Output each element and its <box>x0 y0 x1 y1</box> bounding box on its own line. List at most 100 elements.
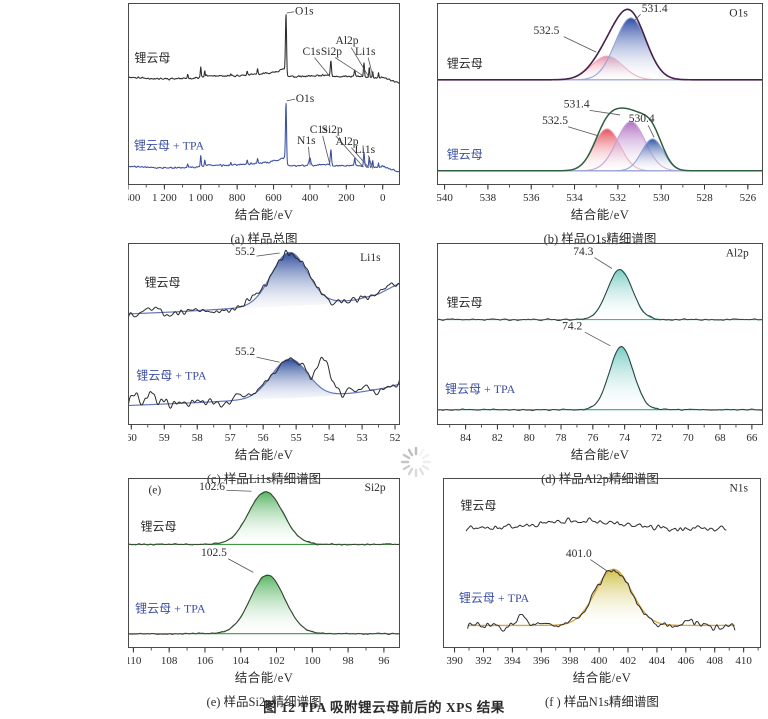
panel-b-o1s: 锂云母 锂云母 O1s 532.5 531.4 531.4 532.5 530.4 540 538… <box>436 3 763 247</box>
panel-d-xlabel: 结合能/eV <box>570 448 630 462</box>
annotation-leader <box>590 559 609 572</box>
annotation-leader <box>226 489 252 492</box>
peak-fill <box>467 569 735 626</box>
series-label: 锂云母 + TPA <box>134 138 205 153</box>
tick-label: 72 <box>651 432 662 444</box>
tick-label: 392 <box>475 655 492 667</box>
annotation-label: 531.4 <box>642 3 668 15</box>
panel-e-xlabel: 结合能/eV <box>234 671 294 685</box>
tick-label: 538 <box>480 192 497 204</box>
plot-border <box>443 478 761 648</box>
panel-c-xlabel: 结合能/eV <box>234 448 294 462</box>
annotation-label: Al2p <box>726 248 749 260</box>
series-label: 锂云母 <box>447 147 483 162</box>
peak-fill <box>128 359 400 406</box>
tick-label: 600 <box>265 192 282 204</box>
series-label: 锂云母 <box>144 275 180 290</box>
tick-label: 74 <box>619 432 631 444</box>
tick-label: 406 <box>678 655 695 667</box>
panel-f-xlabel: 结合能/eV <box>572 671 632 685</box>
annotation-leader <box>335 135 364 168</box>
annotation-label: 55.2 <box>235 346 255 358</box>
annotation-label: 55.2 <box>235 246 255 258</box>
tick-label: 110 <box>128 655 142 667</box>
series-label: 锂云母 <box>447 56 483 71</box>
annotation-label: N1s <box>729 483 748 495</box>
tick-label: 0 <box>380 192 386 204</box>
tick-label: 76 <box>587 432 599 444</box>
tick-label: 56 <box>258 432 270 444</box>
annotation-leader <box>589 109 621 116</box>
annotation-label: O1s <box>295 5 314 17</box>
spectrum-trace <box>436 345 764 412</box>
annotation-leader <box>256 252 280 257</box>
loading-spinner-icon <box>400 446 432 478</box>
tick-label: 80 <box>524 432 536 444</box>
panel-f-caption: (f ) 样品N1s精细谱图 <box>545 695 659 709</box>
spectrum-trace <box>465 517 727 532</box>
annotation-label: Si2p <box>321 46 342 58</box>
tick-label: 100 <box>304 655 321 667</box>
tick-label: 404 <box>649 655 666 667</box>
annotation-label: 74.3 <box>573 246 593 258</box>
panel-f-plot: 锂云母 锂云母 + TPA N1s 401.0 390 392 394 396 398 400 40… <box>443 478 761 670</box>
tick-label: 534 <box>566 192 583 204</box>
annotation-leader <box>567 126 599 137</box>
tick-label: 1 400 <box>128 192 141 204</box>
tick-label: 540 <box>437 192 453 204</box>
envelope-curve <box>127 358 401 407</box>
panel-c-li1s: 锂云母 锂云母 + TPA Li1s 55.2 55.2 60 59 58 57 56 55 54 53… <box>126 243 401 487</box>
tick-label: 106 <box>197 655 214 667</box>
annotation-label: 401.0 <box>566 548 592 560</box>
tick-label: 1 000 <box>188 192 213 204</box>
tick-label: 54 <box>324 432 336 444</box>
plot-border <box>437 3 763 185</box>
series-label: 锂云母 <box>447 295 483 310</box>
annotation-label: 532.5 <box>533 25 559 37</box>
tick-label: 200 <box>338 192 355 204</box>
tick-label: 396 <box>533 655 550 667</box>
panel-f-n1s: 锂云母 锂云母 + TPA N1s 401.0 390 392 394 396 398 400 40… <box>443 478 761 710</box>
panel-d-plot: 锂云母 锂云母 + TPA Al2p 74.3 74.2 84 82 80 78 76 74 72 70… <box>436 243 764 447</box>
tick-label: 530 <box>653 192 670 204</box>
tick-label: 800 <box>229 192 246 204</box>
tick-label: 57 <box>225 432 237 444</box>
tick-label: 408 <box>706 655 723 667</box>
annotation-label: Li1s <box>355 144 376 156</box>
envelope-curve <box>437 107 763 172</box>
tick-label: 102 <box>268 655 285 667</box>
annotation-leader <box>308 146 311 166</box>
tick-label: 60 <box>128 432 137 444</box>
panel-e-caption: (e) 样品Si2p精细谱图 <box>206 695 322 709</box>
annotation-label: C1s <box>302 46 320 58</box>
series-label: 锂云母 + TPA <box>459 590 530 605</box>
panel-a-caption: (a) 样品总图 <box>230 232 298 246</box>
spectrum-trace <box>127 491 401 546</box>
annotation-label: O1s <box>296 93 315 105</box>
spectrum-trace <box>127 249 401 320</box>
annotation-leader <box>563 36 597 53</box>
tick-label: 55 <box>291 432 303 444</box>
panel-d-al2p: 锂云母 锂云母 + TPA Al2p 74.3 74.2 84 82 80 78 76 74 72 70… <box>436 243 764 487</box>
annotation-label: O1s <box>729 8 748 20</box>
tick-label: 398 <box>562 655 579 667</box>
envelope-curve <box>127 251 401 315</box>
spectrum-trace <box>127 356 401 409</box>
annotation-label: 531.4 <box>564 99 590 111</box>
tick-label: 410 <box>735 655 752 667</box>
tick-label: 400 <box>591 655 608 667</box>
annotation-label: Si2p <box>322 124 343 136</box>
panel-a-survey: 锂云母 锂云母 + TPA O1s C1s Si2p Al2p Li1s O1s N1s C1s S… <box>116 3 401 247</box>
peak-fill <box>437 128 763 172</box>
spectrum-trace <box>436 269 764 322</box>
annotation-leader <box>334 57 364 77</box>
plot-border <box>128 478 400 648</box>
annotation-label: 102.6 <box>199 481 225 493</box>
series-label: 锂云母 <box>460 497 496 512</box>
annotation-label: Li1s <box>355 46 376 58</box>
